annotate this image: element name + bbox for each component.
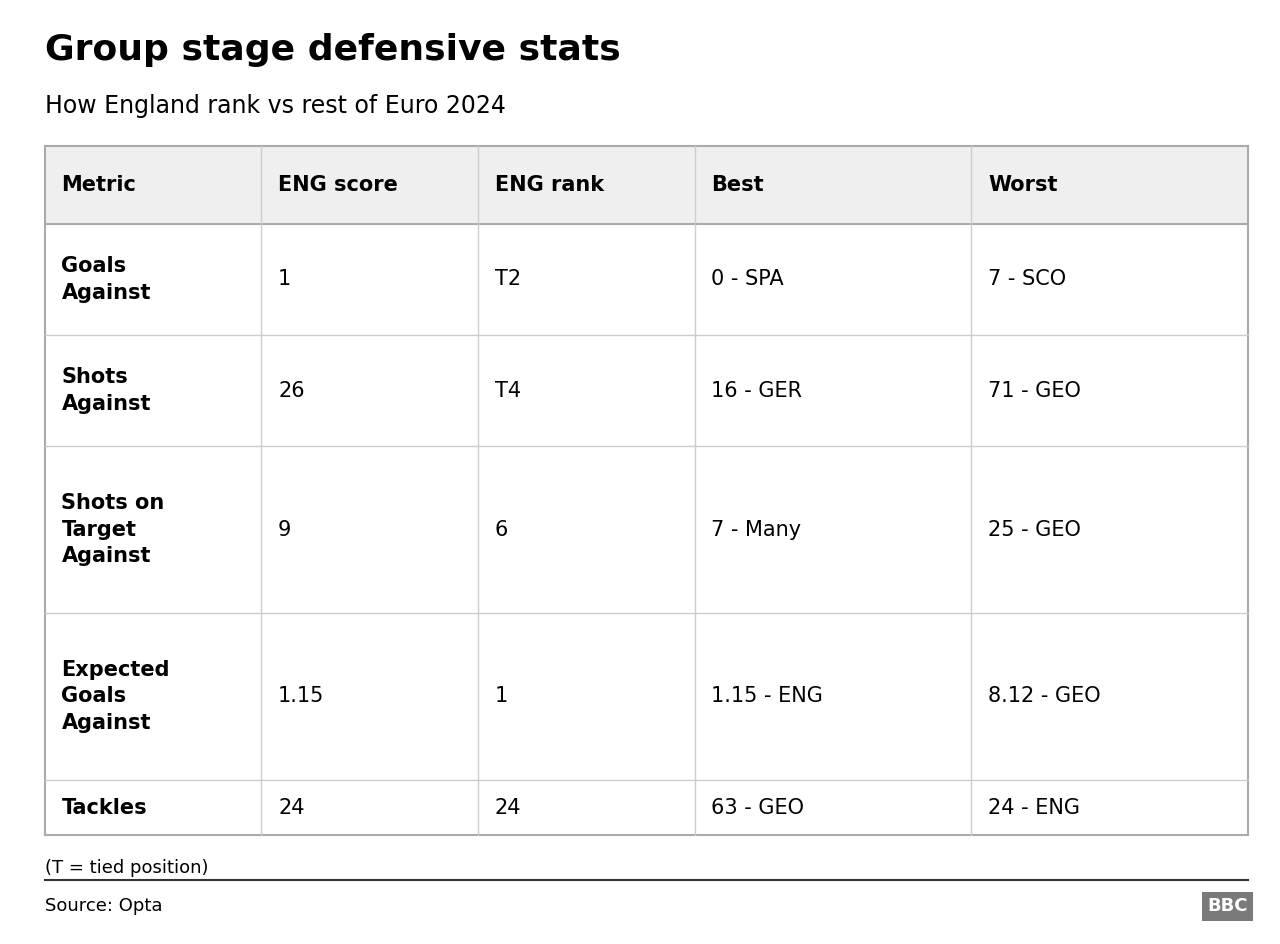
Text: Shots on
Target
Against: Shots on Target Against: [61, 493, 165, 566]
Text: 16 - GER: 16 - GER: [712, 380, 803, 400]
Text: 71 - GEO: 71 - GEO: [988, 380, 1080, 400]
Text: Shots
Against: Shots Against: [61, 367, 151, 413]
Text: Best: Best: [712, 175, 764, 195]
Text: Tackles: Tackles: [61, 798, 147, 818]
Text: 63 - GEO: 63 - GEO: [712, 798, 804, 818]
Text: 1.15: 1.15: [278, 686, 324, 706]
Text: 24 - ENG: 24 - ENG: [988, 798, 1080, 818]
Text: Metric: Metric: [61, 175, 136, 195]
Text: 24: 24: [278, 798, 305, 818]
Text: How England rank vs rest of Euro 2024: How England rank vs rest of Euro 2024: [45, 94, 506, 118]
Text: (T = tied position): (T = tied position): [45, 859, 209, 877]
Text: T2: T2: [494, 269, 521, 290]
Text: 25 - GEO: 25 - GEO: [988, 519, 1080, 540]
Text: Worst: Worst: [988, 175, 1057, 195]
Text: 6: 6: [494, 519, 508, 540]
Text: ENG rank: ENG rank: [494, 175, 604, 195]
Text: T4: T4: [494, 380, 521, 400]
Text: 8.12 - GEO: 8.12 - GEO: [988, 686, 1101, 706]
Text: 1: 1: [278, 269, 292, 290]
Text: 9: 9: [278, 519, 292, 540]
Text: 7 - SCO: 7 - SCO: [988, 269, 1066, 290]
Text: 1: 1: [494, 686, 508, 706]
Text: 0 - SPA: 0 - SPA: [712, 269, 783, 290]
Text: Source: Opta: Source: Opta: [45, 897, 163, 916]
Text: BBC: BBC: [1207, 897, 1248, 916]
Text: 1.15 - ENG: 1.15 - ENG: [712, 686, 823, 706]
Text: 26: 26: [278, 380, 305, 400]
Text: 7 - Many: 7 - Many: [712, 519, 801, 540]
Text: Group stage defensive stats: Group stage defensive stats: [45, 33, 621, 67]
Text: Expected
Goals
Against: Expected Goals Against: [61, 660, 170, 733]
Text: Goals
Against: Goals Against: [61, 256, 151, 302]
Text: 24: 24: [494, 798, 521, 818]
Text: ENG score: ENG score: [278, 175, 398, 195]
